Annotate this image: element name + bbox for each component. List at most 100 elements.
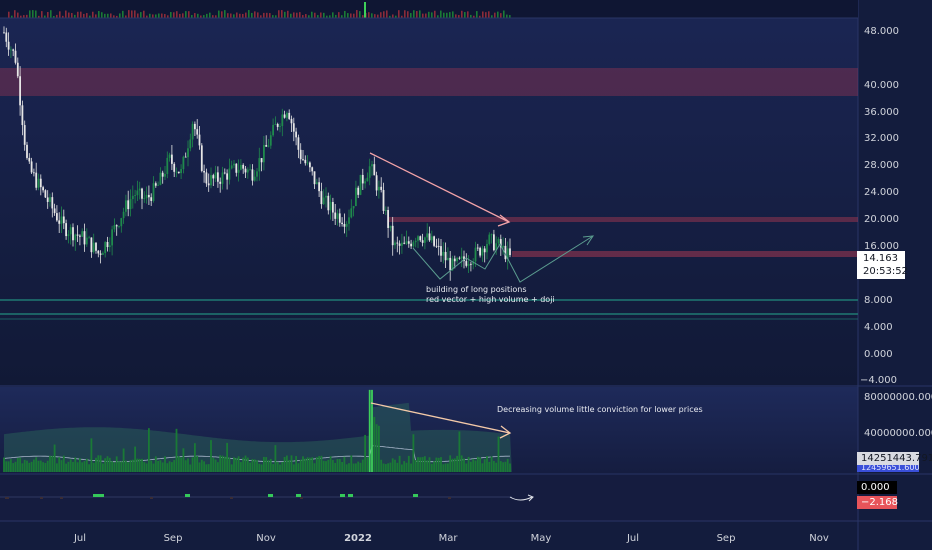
projected-path-line[interactable]	[412, 235, 594, 283]
top-strip-bar	[305, 14, 307, 18]
volume-bar	[401, 464, 403, 472]
candle-body	[166, 157, 169, 174]
volume-bar	[210, 440, 212, 472]
resistance-zone-top[interactable]	[0, 68, 858, 96]
candle-body	[433, 236, 435, 246]
candle-body	[49, 197, 51, 202]
volume-bar	[407, 455, 410, 472]
oscillator-bar-negative	[5, 497, 9, 499]
oscillator-curve-arrow[interactable]	[509, 496, 533, 501]
resistance-zone-mid[interactable]	[388, 217, 858, 222]
volume-bar	[62, 455, 65, 472]
top-strip-bar	[173, 12, 175, 18]
candle-body	[414, 240, 417, 243]
top-strip-bar	[413, 10, 415, 18]
volume-bar	[122, 448, 125, 472]
top-strip-bar	[437, 15, 439, 18]
top-strip-bar	[11, 15, 13, 18]
volume-bar	[428, 457, 431, 472]
candle-body	[509, 248, 511, 256]
candle-body	[125, 200, 127, 212]
volume-bar	[44, 462, 47, 472]
volume-bar	[497, 436, 500, 472]
top-strip-bar	[443, 12, 445, 18]
volume-bar	[509, 463, 511, 472]
candle-body	[495, 243, 498, 251]
candle-body	[306, 162, 309, 164]
candle-body	[23, 125, 26, 145]
candle-body	[106, 242, 109, 248]
top-strip-bar	[137, 13, 139, 18]
volume-bar	[329, 456, 332, 472]
top-strip-bar	[212, 15, 214, 18]
top-strip-bar	[284, 11, 286, 18]
volume-bar	[129, 460, 132, 472]
candle-body	[341, 222, 343, 225]
oscillator-bar	[348, 494, 353, 497]
volume-bar	[235, 458, 238, 472]
volume-bar	[60, 460, 63, 472]
volume-trend-arrow[interactable]	[370, 402, 511, 434]
volume-bar	[405, 462, 408, 472]
top-strip-bar	[50, 10, 52, 18]
candle-body	[145, 194, 148, 199]
top-strip-bar	[53, 15, 55, 18]
volume-bar	[143, 462, 146, 472]
candle-body	[51, 197, 54, 209]
candle-body	[394, 242, 396, 246]
volume-tick: 80000000.000	[864, 392, 932, 403]
candle-body	[493, 234, 495, 251]
annotation-long-positions[interactable]: building of long positions red vector + …	[426, 285, 555, 305]
candle-body	[486, 243, 488, 253]
volume-bar	[320, 455, 323, 472]
top-strip-bar	[296, 12, 298, 18]
top-strip-bar	[248, 10, 250, 18]
candle-body	[30, 161, 33, 173]
candle-body	[230, 165, 233, 169]
top-strip-bar	[92, 11, 94, 18]
volume-bar	[493, 460, 495, 472]
price-trend-arrowhead[interactable]	[497, 214, 511, 227]
oscillator-curve-arrowhead[interactable]	[527, 494, 534, 502]
candle-body	[134, 195, 136, 197]
price-tick: 24.000	[864, 187, 899, 198]
candle-body	[263, 145, 265, 163]
resistance-zone-low[interactable]	[512, 251, 858, 257]
top-strip-bar	[269, 13, 271, 18]
volume-bar	[283, 456, 286, 472]
top-strip-bar	[497, 11, 499, 18]
candle-body	[118, 226, 120, 228]
candle-body	[426, 233, 429, 238]
candle-body	[453, 258, 456, 262]
candle-body	[37, 178, 40, 188]
volume-band-area	[4, 402, 512, 472]
candle-body	[361, 174, 364, 184]
volume-bar	[125, 460, 127, 472]
projected-path-arrowhead[interactable]	[582, 235, 595, 246]
candle-body	[16, 62, 19, 77]
candle-body	[56, 213, 58, 221]
volume-bar	[334, 462, 337, 472]
volume-bar	[23, 459, 26, 472]
volume-trend-arrowhead[interactable]	[499, 425, 512, 439]
candle-body	[14, 50, 17, 63]
volume-bar	[292, 464, 295, 472]
top-strip-bar	[107, 13, 109, 18]
candle-body	[272, 124, 274, 136]
volume-bar	[14, 461, 17, 472]
volume-bar	[175, 428, 178, 472]
annotation-volume[interactable]: Decreasing volume little conviction for …	[497, 405, 703, 414]
top-strip-bar	[401, 15, 403, 18]
oscillator-bar-negative	[60, 497, 63, 499]
candle-body	[210, 175, 212, 186]
price-trend-arrow[interactable]	[369, 152, 510, 223]
volume-bar	[152, 463, 155, 472]
volume-bar	[58, 457, 61, 472]
candle-body	[53, 208, 56, 214]
volume-bar	[56, 463, 58, 472]
top-strip-bar	[20, 15, 22, 18]
last-price-label[interactable]: 14.163 20:53:52	[857, 251, 908, 279]
volume-bar	[212, 457, 215, 472]
volume-bar	[274, 445, 277, 472]
